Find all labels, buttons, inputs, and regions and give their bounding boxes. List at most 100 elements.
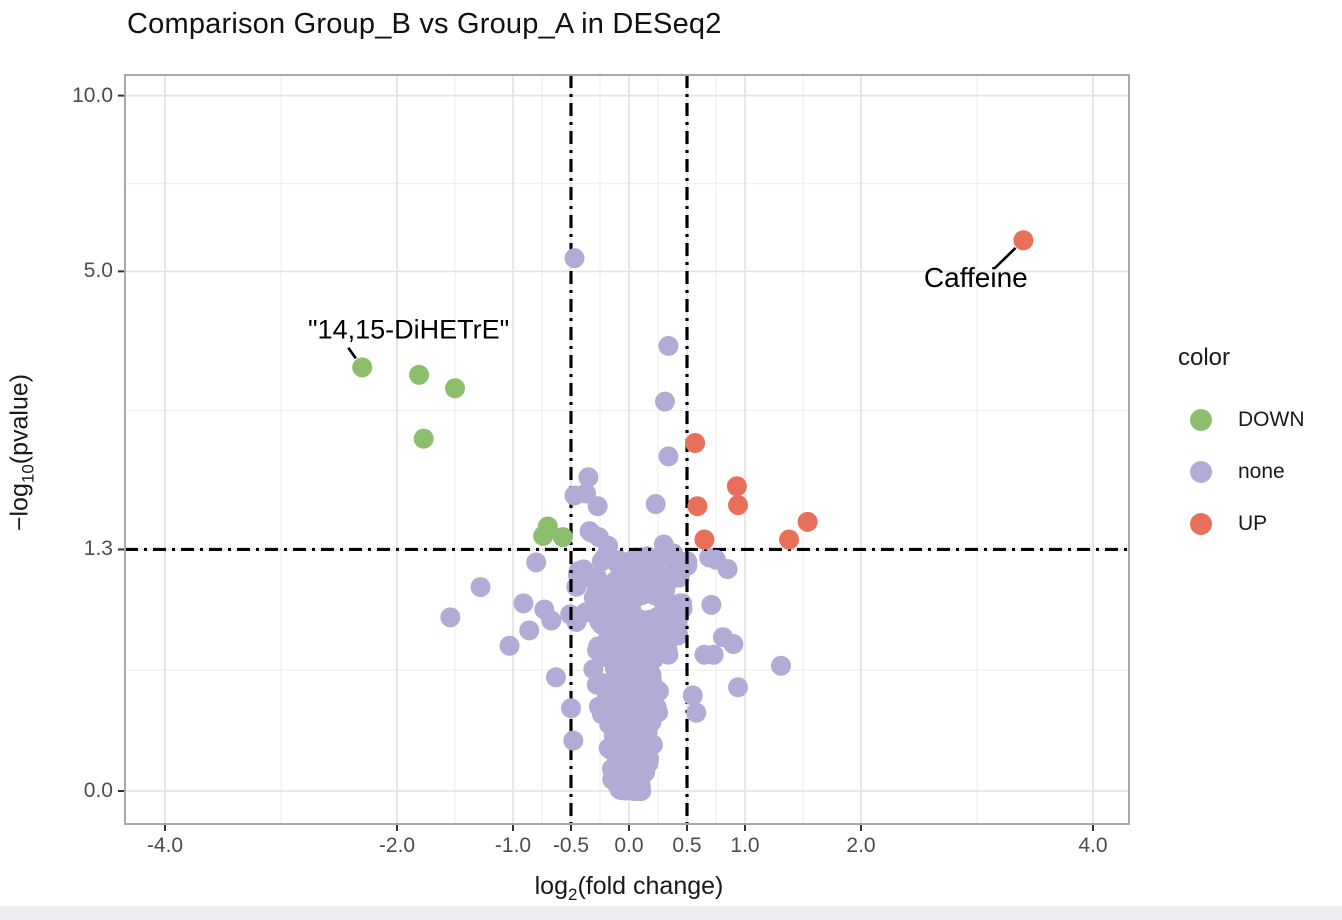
data-point-none xyxy=(519,620,540,641)
data-point-none xyxy=(703,644,724,665)
x-axis-title-prefix: log xyxy=(534,872,568,900)
data-point-none xyxy=(580,522,601,543)
y-axis-title-prefix: −log xyxy=(5,483,34,532)
data-point-none xyxy=(513,593,534,614)
legend-dot-none-icon xyxy=(1190,461,1212,483)
legend-dot-up-icon xyxy=(1190,513,1212,535)
data-point-none xyxy=(598,535,619,556)
data-point-down xyxy=(352,357,373,378)
cluster-point xyxy=(633,746,654,767)
chart-title: Comparison Group_B vs Group_A in DESeq2 xyxy=(127,8,722,40)
data-point-none xyxy=(499,635,520,656)
data-point-none xyxy=(578,467,599,488)
cluster-point xyxy=(657,639,678,660)
x-tick-label: -2.0 xyxy=(378,834,416,857)
x-axis-title-subscript: 2 xyxy=(567,885,578,904)
data-point-none xyxy=(717,559,738,580)
data-point-up xyxy=(1013,230,1034,251)
y-tick-label: 5.0 xyxy=(83,259,113,283)
data-point-none xyxy=(728,677,749,698)
data-point-down xyxy=(409,364,430,385)
x-tick-label: -0.5 xyxy=(552,834,590,857)
annotation-label-caffeine: Caffeine xyxy=(923,262,1028,294)
data-point-none xyxy=(653,534,674,555)
cluster-point xyxy=(591,614,612,635)
data-point-none xyxy=(541,610,562,631)
data-point-up xyxy=(797,511,818,532)
cluster-point xyxy=(616,570,637,591)
legend-label-none: none xyxy=(1238,460,1285,483)
cluster-point xyxy=(618,749,639,770)
cluster-point xyxy=(619,589,640,610)
cluster-point xyxy=(664,560,685,581)
cluster-point xyxy=(567,564,588,585)
cluster-point xyxy=(623,605,644,626)
data-point-none xyxy=(682,685,703,706)
x-tick-label: 0.0 xyxy=(614,834,644,857)
data-point-none xyxy=(563,730,584,751)
data-point-up xyxy=(694,529,715,550)
cluster-point xyxy=(642,559,663,580)
window-bottom-edge xyxy=(0,906,1342,920)
cluster-point xyxy=(672,593,693,614)
legend-label-up: UP xyxy=(1238,512,1268,535)
cluster-point xyxy=(659,615,680,636)
data-point-none xyxy=(587,496,608,517)
cluster-point xyxy=(642,609,663,630)
x-tick-label: -1.0 xyxy=(494,834,532,857)
cluster-point xyxy=(627,650,648,671)
data-point-up xyxy=(728,495,749,516)
data-point-down xyxy=(413,428,434,449)
data-point-none xyxy=(470,577,491,598)
cluster-point xyxy=(607,659,628,680)
data-point-none xyxy=(723,634,744,655)
data-point-none xyxy=(770,655,791,676)
cluster-point xyxy=(575,602,596,623)
cluster-point xyxy=(591,551,612,572)
data-point-none xyxy=(658,446,679,467)
cluster-point xyxy=(623,777,644,798)
legend-label-down: DOWN xyxy=(1238,408,1305,431)
data-point-none xyxy=(561,698,581,719)
legend-item-up: UP xyxy=(1178,498,1305,550)
cluster-point xyxy=(612,683,633,704)
x-tick-label: 2.0 xyxy=(846,834,876,857)
cluster-point xyxy=(600,598,621,619)
data-point-none xyxy=(440,607,461,628)
legend-item-down: DOWN xyxy=(1178,394,1305,446)
data-point-none xyxy=(686,702,707,723)
data-point-down xyxy=(552,527,573,548)
data-point-none xyxy=(545,667,566,688)
cluster-point xyxy=(587,640,608,661)
data-point-none xyxy=(576,483,597,504)
x-tick-label: 1.0 xyxy=(730,834,760,857)
data-point-down xyxy=(533,525,554,546)
x-tick-label: 0.5 xyxy=(672,834,702,857)
data-point-none xyxy=(658,335,679,356)
x-axis-title-rest: (fold change) xyxy=(577,872,724,900)
data-point-none xyxy=(526,552,547,573)
x-tick-label: 4.0 xyxy=(1078,834,1108,857)
cluster-point xyxy=(611,710,632,731)
legend-dot-down-icon xyxy=(1190,409,1212,431)
data-point-none xyxy=(654,391,675,412)
y-axis-title: −log10(pvalue) xyxy=(5,253,38,653)
y-axis-title-rest: (pvalue) xyxy=(5,373,34,465)
x-axis-title: log2(fold change) xyxy=(0,872,1258,904)
data-point-up xyxy=(687,496,708,517)
y-tick-label: 1.3 xyxy=(83,537,113,561)
cluster-point xyxy=(637,624,658,645)
legend-item-none: none xyxy=(1178,446,1305,498)
data-point-none xyxy=(564,248,585,269)
annotation-leader-line xyxy=(993,246,1017,270)
data-point-none xyxy=(645,494,666,515)
y-axis-title-subscript: 10 xyxy=(18,464,38,484)
data-point-none xyxy=(701,594,722,615)
x-tick-label: -4.0 xyxy=(146,834,184,857)
y-tick-label: 0.0 xyxy=(83,779,113,802)
data-point-up xyxy=(779,529,800,550)
y-tick-label: 10.0 xyxy=(72,83,113,107)
cluster-point xyxy=(650,586,671,607)
